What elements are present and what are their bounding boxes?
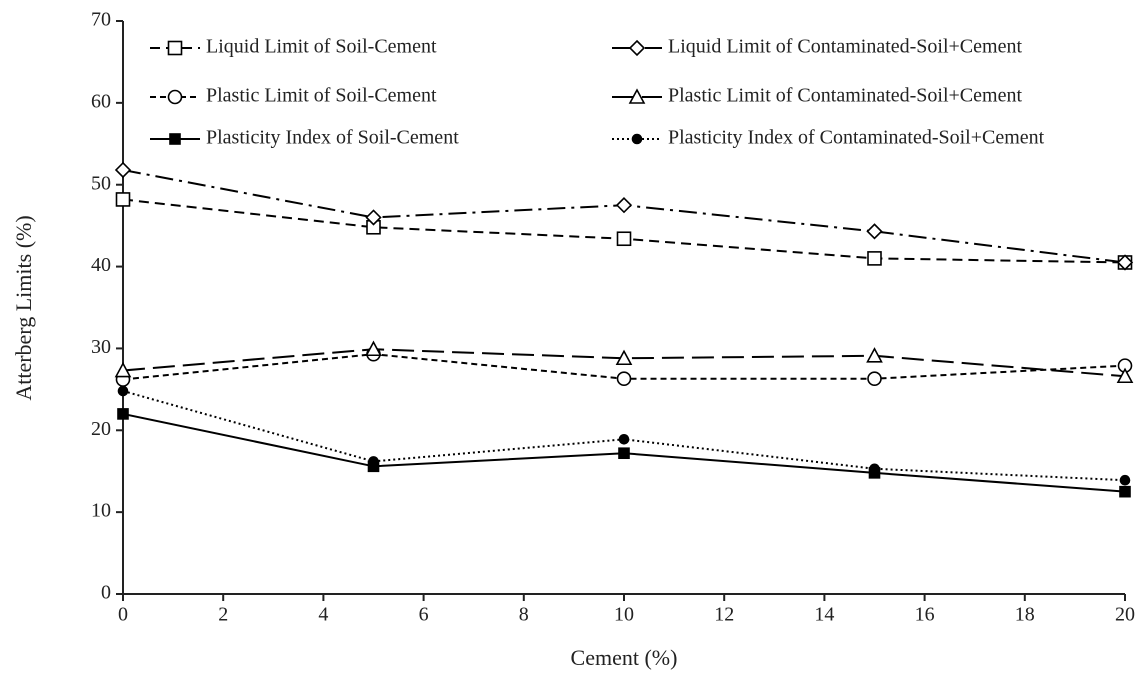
x-tick-label: 8 [519,604,529,626]
marker [866,347,883,363]
marker [628,88,646,104]
legend-label: Plastic Limit of Soil-Cement [206,85,437,107]
marker [365,209,382,226]
marker [869,463,880,475]
marker [631,133,643,145]
legend-label: Plastic Limit of Contaminated-Soil+Cemen… [668,85,1022,107]
marker [1116,367,1134,384]
marker [1119,474,1131,486]
x-axis-label: Cement (%) [571,645,678,670]
marker [616,371,632,387]
marker [615,349,633,366]
x-tick-label: 6 [419,604,429,626]
x-tick-label: 10 [614,604,634,626]
marker [616,231,632,247]
marker [1116,254,1134,271]
marker [117,408,129,420]
legend-label: Plasticity Index of Soil-Cement [206,127,459,149]
y-tick-label: 60 [91,90,111,112]
marker [867,251,882,266]
x-tick-label: 12 [714,604,734,626]
marker [365,340,382,357]
marker [628,39,646,57]
marker [115,192,131,207]
x-tick-label: 16 [915,604,935,626]
marker [368,456,379,467]
marker [114,361,132,378]
y-tick-label: 0 [101,582,111,604]
y-tick-label: 70 [91,9,111,31]
x-tick-label: 20 [1115,604,1135,626]
y-tick-label: 30 [91,336,111,358]
legend-label: Plasticity Index of Contaminated-Soil+Ce… [668,127,1045,149]
marker [867,371,882,387]
x-tick-label: 14 [814,604,834,626]
marker [618,433,630,445]
marker [169,133,181,145]
x-tick-label: 2 [218,604,228,626]
marker [114,161,132,179]
y-tick-label: 40 [91,254,111,276]
y-tick-label: 20 [91,418,111,440]
marker [615,197,633,214]
marker [866,223,883,240]
marker [618,447,630,460]
y-tick-label: 10 [91,500,111,522]
series-line [122,348,1126,378]
marker [167,89,183,105]
marker [117,385,129,397]
x-tick-label: 0 [118,604,128,626]
x-tick-label: 4 [318,604,328,626]
y-tick-label: 50 [91,172,111,194]
y-axis-label: Atterberg Limits (%) [11,215,36,400]
legend-label: Liquid Limit of Soil-Cement [206,36,437,58]
legend-label: Liquid Limit of Contaminated-Soil+Cement [668,36,1022,58]
marker [167,40,183,56]
marker [1119,485,1131,498]
x-tick-label: 18 [1015,604,1035,626]
